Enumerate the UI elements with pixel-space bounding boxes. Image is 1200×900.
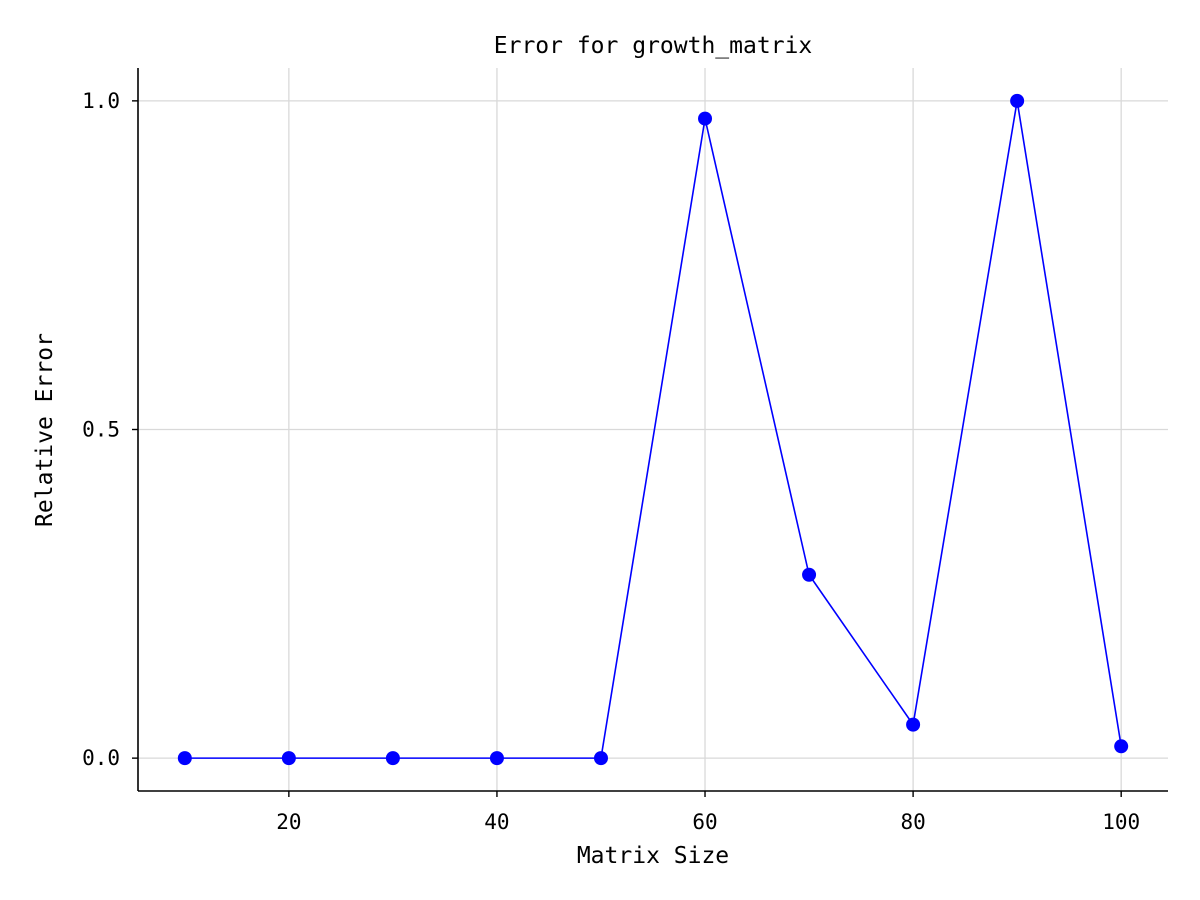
- series-line: [184, 100, 1122, 759]
- x-tick-label: 40: [484, 810, 509, 834]
- x-tick-label: 80: [900, 810, 925, 834]
- chart-title: Error for growth_matrix: [494, 33, 813, 59]
- data-point: [906, 717, 921, 732]
- data-point: [593, 751, 608, 766]
- x-axis-label: Matrix Size: [577, 843, 729, 869]
- y-tick-label: 0.5: [82, 418, 120, 442]
- y-axis-label: Relative Error: [32, 333, 58, 527]
- y-tick-label: 1.0: [82, 89, 120, 113]
- series: [177, 93, 1129, 766]
- data-point: [177, 751, 192, 766]
- data-point: [281, 751, 296, 766]
- x-tick-label: 60: [692, 810, 717, 834]
- data-point: [489, 751, 504, 766]
- data-point: [698, 111, 713, 126]
- grid: [138, 68, 1168, 791]
- data-point: [1010, 93, 1025, 108]
- data-point: [1114, 739, 1129, 754]
- y-tick-label: 0.0: [82, 746, 120, 770]
- data-point: [385, 751, 400, 766]
- ticks: 20 40 60 80 100 0.0 0.5 1.0: [82, 89, 1140, 834]
- x-tick-label: 20: [276, 810, 301, 834]
- data-point: [802, 567, 817, 582]
- x-tick-label: 100: [1102, 810, 1140, 834]
